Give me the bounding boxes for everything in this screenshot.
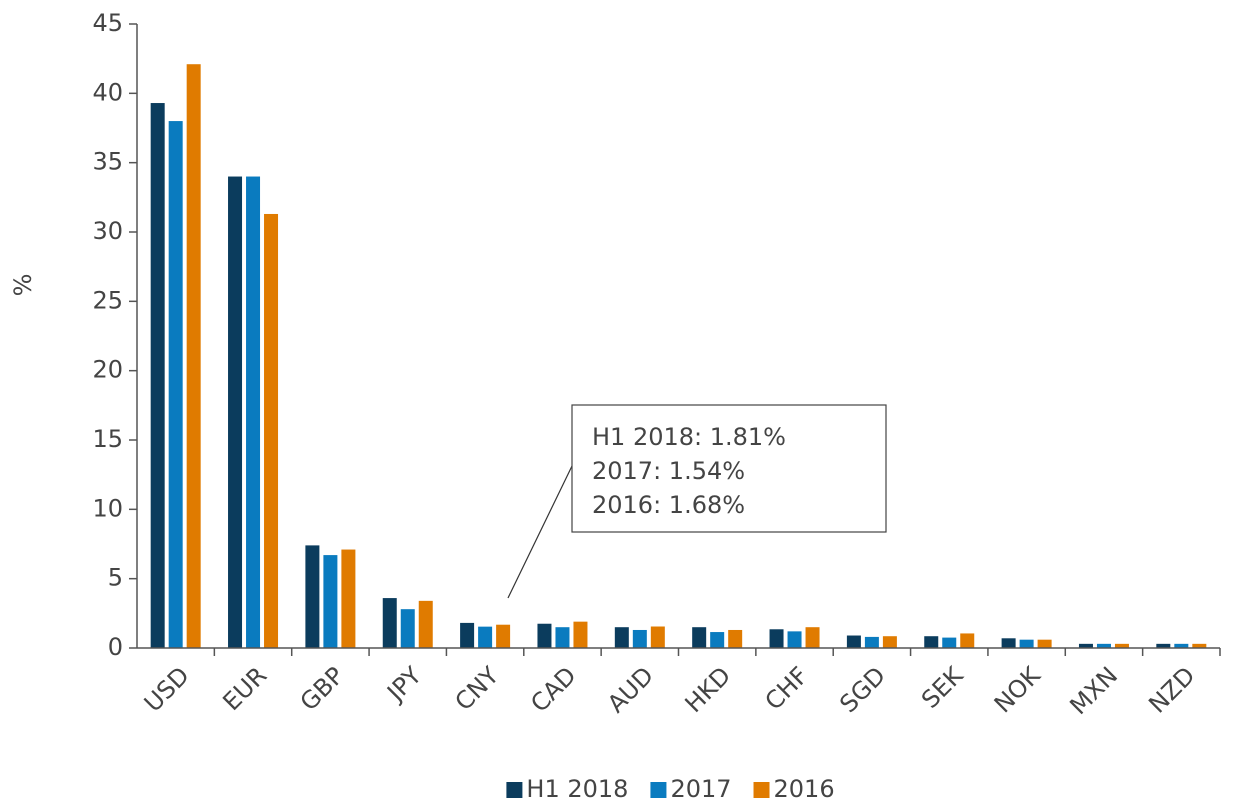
x-tick-label: EUR — [217, 661, 272, 716]
legend-label: 2017 — [670, 775, 731, 801]
legend-swatch — [506, 782, 523, 798]
bar — [150, 103, 165, 649]
y-tick-label: 5 — [108, 564, 123, 592]
legend-label: H1 2018 — [526, 775, 628, 801]
annotation-text: 2016: 1.68% — [592, 491, 745, 519]
y-tick-label: 20 — [92, 356, 123, 384]
bar — [478, 626, 493, 648]
y-tick-label: 45 — [92, 9, 123, 37]
bar — [400, 609, 415, 648]
bar — [614, 627, 629, 648]
bar — [305, 545, 320, 648]
bar — [246, 176, 261, 649]
bar — [341, 549, 356, 648]
x-tick-label: SEK — [916, 661, 969, 714]
x-tick-label: MXN — [1064, 661, 1123, 720]
x-tick-label: CHF — [760, 661, 814, 715]
legend-swatch — [753, 782, 770, 798]
bar — [710, 632, 725, 648]
x-tick-label: CAD — [525, 661, 581, 717]
x-tick-label: NOK — [989, 661, 1047, 719]
y-tick-label: 10 — [92, 494, 123, 522]
bar — [787, 631, 802, 648]
bar — [1156, 643, 1171, 648]
bar — [186, 64, 201, 649]
bar — [728, 629, 743, 648]
legend-swatch — [650, 782, 667, 798]
annotation-leader — [507, 465, 573, 599]
bar — [1019, 639, 1034, 648]
x-tick-label: SGD — [834, 661, 891, 718]
x-tick-label: NZD — [1143, 661, 1200, 718]
x-tick-label: AUD — [602, 661, 659, 718]
x-tick-label: JPY — [380, 661, 427, 708]
bar — [1096, 643, 1111, 648]
bar — [882, 636, 897, 648]
x-tick-label: HKD — [680, 661, 737, 718]
bar — [692, 627, 707, 648]
x-tick-label: USD — [139, 661, 195, 717]
legend-label: 2016 — [774, 775, 835, 801]
bar — [805, 627, 820, 648]
bar — [864, 636, 879, 648]
y-tick-label: 15 — [92, 425, 123, 453]
y-axis-label: % — [9, 274, 37, 297]
x-tick-label: GBP — [295, 661, 350, 716]
annotation-text: 2017: 1.54% — [592, 457, 745, 485]
bar — [1114, 643, 1129, 648]
y-tick-label: 40 — [92, 78, 123, 106]
bar — [537, 623, 552, 648]
annotation-text: H1 2018: 1.81% — [592, 423, 786, 451]
bar — [382, 598, 397, 648]
bar — [228, 176, 243, 649]
bar — [323, 555, 338, 648]
bar — [496, 624, 511, 648]
bar — [1078, 643, 1093, 648]
bar — [555, 627, 570, 648]
bar — [1001, 638, 1016, 648]
bar — [960, 633, 975, 648]
y-tick-label: 30 — [92, 217, 123, 245]
bar — [650, 626, 665, 648]
bar — [168, 121, 183, 649]
bar — [1037, 639, 1052, 648]
x-tick-label: CNY — [450, 661, 505, 716]
y-tick-label: 25 — [92, 286, 123, 314]
bar — [1192, 643, 1207, 648]
bar — [264, 213, 279, 648]
bar — [460, 622, 475, 648]
annotation-box — [571, 404, 887, 533]
bar — [942, 637, 957, 648]
y-tick-label: 35 — [92, 148, 123, 176]
bar — [1174, 643, 1189, 648]
bar — [924, 636, 939, 648]
bar — [573, 621, 588, 648]
bar — [769, 629, 784, 648]
bar — [632, 629, 647, 648]
bar — [846, 635, 861, 648]
bar — [418, 600, 433, 648]
y-tick-label: 0 — [108, 633, 123, 661]
